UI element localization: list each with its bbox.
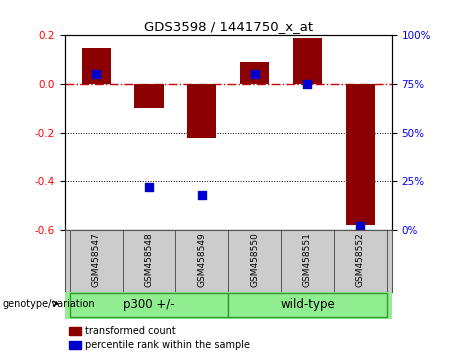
Bar: [70, 230, 123, 292]
Text: p300 +/-: p300 +/-: [123, 298, 175, 311]
Bar: [346, 84, 375, 225]
Text: GSM458552: GSM458552: [356, 232, 365, 287]
Text: GSM458549: GSM458549: [197, 232, 207, 287]
Text: GSM458548: GSM458548: [144, 232, 154, 287]
Bar: [281, 230, 334, 292]
Point: [356, 223, 364, 229]
Point: [304, 81, 311, 87]
Bar: [123, 230, 175, 292]
Text: GSM458550: GSM458550: [250, 232, 259, 287]
Text: transformed count: transformed count: [85, 326, 176, 336]
Text: percentile rank within the sample: percentile rank within the sample: [85, 340, 250, 350]
Bar: [228, 293, 387, 317]
Bar: [70, 293, 228, 317]
Point: [145, 184, 153, 190]
Bar: [82, 47, 111, 84]
Bar: [175, 230, 228, 292]
Title: GDS3598 / 1441750_x_at: GDS3598 / 1441750_x_at: [144, 20, 313, 33]
Bar: [240, 62, 269, 84]
Text: genotype/variation: genotype/variation: [2, 298, 95, 309]
Text: GSM458547: GSM458547: [92, 232, 100, 287]
Point: [198, 192, 206, 198]
Bar: [334, 230, 387, 292]
Text: wild-type: wild-type: [280, 298, 335, 311]
Point: [251, 72, 258, 77]
Point: [93, 72, 100, 77]
Text: GSM458551: GSM458551: [303, 232, 312, 287]
Bar: [187, 84, 216, 138]
Bar: [293, 38, 322, 84]
Bar: [228, 230, 281, 292]
Bar: [135, 84, 164, 108]
